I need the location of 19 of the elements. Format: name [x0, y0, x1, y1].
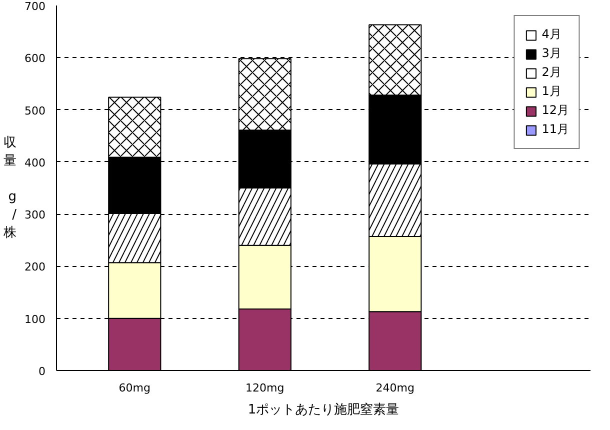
y-tick-label: 700	[24, 0, 46, 13]
legend-label: 2月	[542, 64, 562, 81]
y-tick-label: 100	[24, 312, 46, 326]
legend-label: 3月	[542, 45, 562, 62]
legend-label: 4月	[542, 26, 562, 43]
y-tick-label: 300	[24, 208, 46, 222]
x-axis-title: 1ポットあたり施肥窒素量	[248, 402, 400, 418]
x-tick-label: 240mg	[376, 382, 414, 394]
legend-label: 12月	[542, 102, 569, 119]
y-tick-label: 500	[24, 104, 46, 118]
y-tick-label: 200	[24, 260, 46, 274]
x-tick-label: 60mg	[118, 382, 150, 394]
y-tick-label: 400	[24, 156, 46, 170]
legend-label: 1月	[542, 83, 562, 100]
legend-label: 11月	[542, 121, 569, 138]
y-tick-label: 600	[24, 52, 46, 66]
text: 収量 g/株	[4, 136, 17, 240]
y-tick-label: 0	[38, 365, 46, 378]
x-tick-label: 120mg	[246, 382, 284, 394]
